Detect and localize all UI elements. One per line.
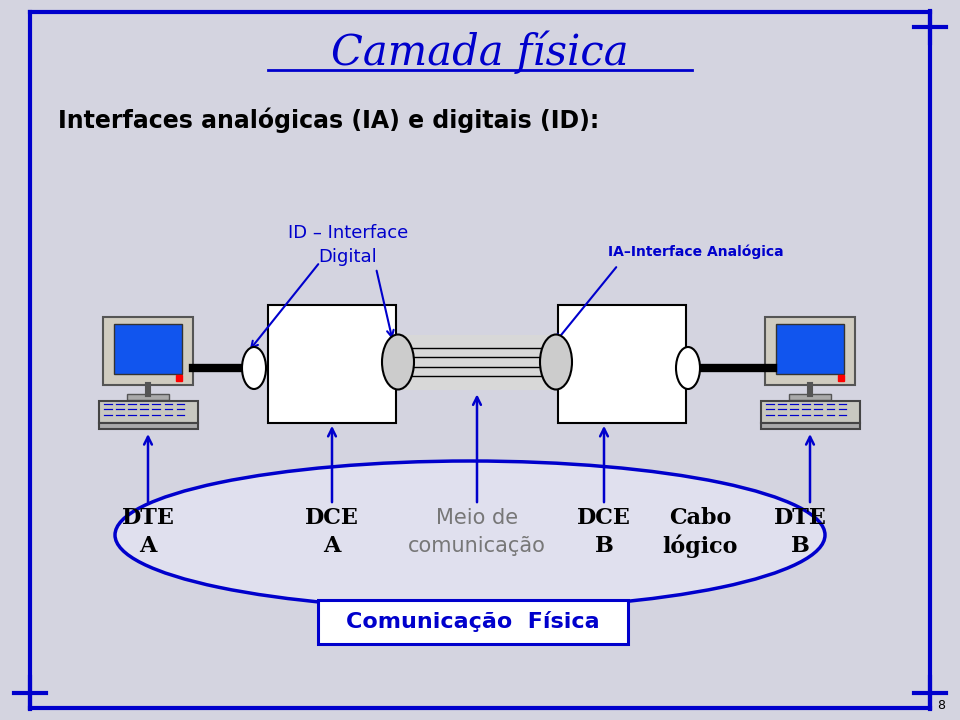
Ellipse shape [242,347,266,389]
Text: comunicação: comunicação [408,536,546,556]
Text: DCE: DCE [577,507,631,529]
Bar [558,305,686,423]
Text: 8: 8 [937,699,945,712]
Bar [268,305,396,423]
Text: DCE: DCE [305,507,359,529]
Bar [103,317,193,385]
Text: B: B [791,535,809,557]
Text: DTE: DTE [122,507,175,529]
Text: Interfaces analógicas (IA) e digitais (ID):: Interfaces analógicas (IA) e digitais (I… [58,107,599,132]
Bar [765,317,855,385]
Bar [776,323,844,374]
Bar [114,323,182,374]
Bar [99,400,198,423]
Ellipse shape [115,461,825,609]
Bar [318,600,628,644]
Ellipse shape [540,335,572,390]
Text: B: B [594,535,613,557]
Bar [760,423,859,429]
Text: A: A [139,535,156,557]
Ellipse shape [676,347,700,389]
Text: Camada física: Camada física [331,30,629,73]
Text: DTE: DTE [774,507,827,529]
Bar [760,400,859,423]
Text: A: A [324,535,341,557]
Ellipse shape [382,335,414,390]
Text: Cabo: Cabo [669,507,732,529]
Text: Comunicação  Física: Comunicação Física [347,611,600,632]
Text: Meio de: Meio de [436,508,518,528]
Bar [127,394,169,400]
Text: IA–Interface Analógica: IA–Interface Analógica [608,245,783,259]
Text: lógico: lógico [662,534,737,558]
Bar [99,423,198,429]
Bar [789,394,831,400]
Bar [398,335,556,390]
Text: ID – Interface
Digital: ID – Interface Digital [288,224,408,266]
